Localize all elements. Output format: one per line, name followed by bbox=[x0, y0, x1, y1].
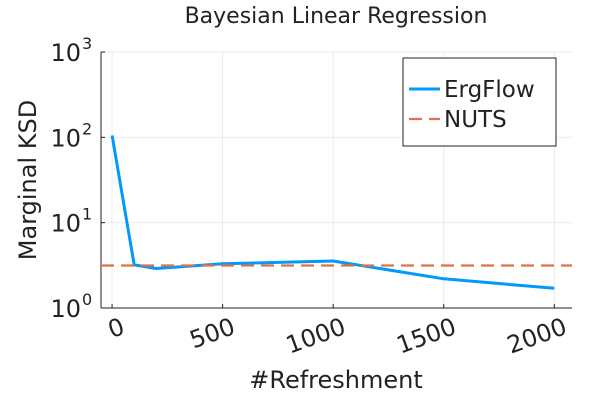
y-tick-exponent: 3 bbox=[82, 34, 92, 53]
x-tick-label: 1000 bbox=[282, 312, 349, 359]
x-axis-label: #Refreshment bbox=[249, 366, 423, 394]
x-axis-ticks: 0 500 1000 1500 2000 bbox=[104, 304, 570, 360]
y-tick-exponent: 2 bbox=[82, 119, 92, 138]
y-tick-label: 10 bbox=[50, 124, 81, 152]
legend-box bbox=[402, 57, 557, 147]
y-axis-label: Marginal KSD bbox=[14, 100, 42, 260]
y-tick-exponent: 0 bbox=[82, 290, 92, 309]
legend-label-ergflow: ErgFlow bbox=[444, 77, 535, 103]
series-group bbox=[101, 135, 572, 290]
legend-label-nuts: NUTS bbox=[444, 107, 507, 133]
y-tick-label: 10 bbox=[50, 295, 81, 323]
legend: ErgFlow NUTS bbox=[402, 57, 557, 147]
x-tick-label: 1500 bbox=[393, 312, 460, 359]
series-line-ergflow bbox=[110, 135, 555, 290]
x-tick-label: 2000 bbox=[503, 312, 570, 359]
y-tick-label: 10 bbox=[50, 39, 81, 67]
x-tick-label: 500 bbox=[186, 312, 239, 354]
x-tick-label: 0 bbox=[104, 312, 128, 344]
chart-title: Bayesian Linear Regression bbox=[185, 4, 488, 29]
y-tick-label: 10 bbox=[50, 210, 81, 238]
y-tick-exponent: 1 bbox=[82, 205, 92, 224]
